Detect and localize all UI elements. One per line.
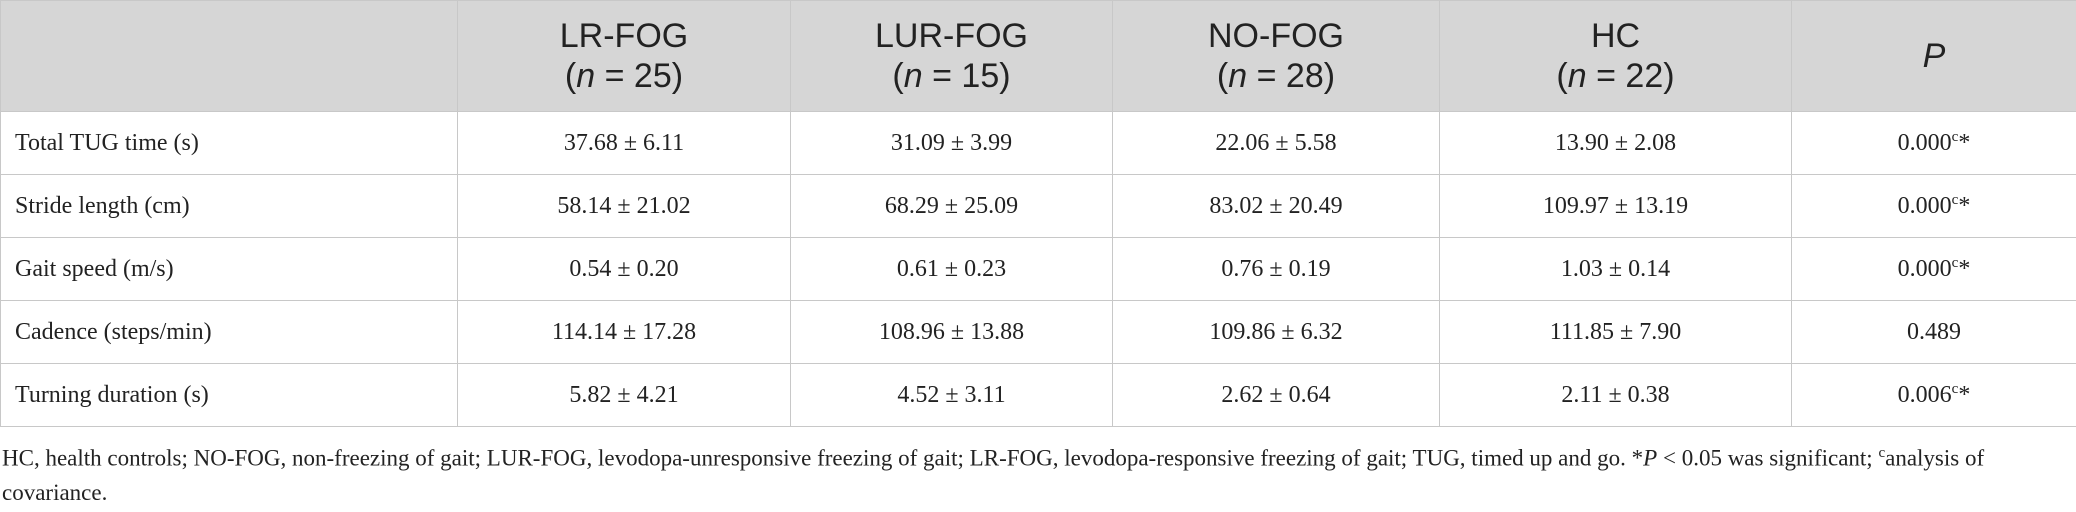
cell: 0.76 ± 0.19 (1112, 237, 1440, 301)
row-label: Stride length (cm) (0, 174, 458, 238)
table-row: Turning duration (s) 5.82 ± 4.21 4.52 ± 3.… (0, 363, 2076, 427)
cell: 0.54 ± 0.20 (457, 237, 791, 301)
footnote-text: P (1643, 445, 1658, 471)
cell: 109.97 ± 13.19 (1439, 174, 1792, 238)
cell: 31.09 ± 3.99 (790, 111, 1113, 175)
table-row: Stride length (cm) 58.14 ± 21.02 68.29 ± 2… (0, 174, 2076, 238)
row-label: Turning duration (s) (0, 363, 458, 427)
table-row: Gait speed (m/s) 0.54 ± 0.20 0.61 ± 0.23 0.… (0, 237, 2076, 301)
p-cell: 0.489 (1791, 300, 2076, 364)
footnote-text: * (1631, 445, 1644, 471)
group-size: (n = 25) (564, 57, 684, 95)
group-size: (n = 15) (892, 57, 1011, 95)
p-cell: 0.000c* (1791, 174, 2076, 238)
cell: 2.11 ± 0.38 (1439, 363, 1792, 427)
row-label: Total TUG time (s) (0, 111, 458, 175)
p-value: 0.000 (1897, 193, 1952, 219)
p-star: * (1958, 193, 1971, 219)
header-cell: HC (n = 22) (1439, 0, 1792, 112)
group-name: LR-FOG (559, 17, 689, 55)
p-note: c (1951, 381, 1959, 397)
cell: 83.02 ± 20.49 (1112, 174, 1440, 238)
p-value: 0.489 (1907, 318, 1961, 345)
header-cell: LR-FOG (n = 25) (457, 0, 791, 112)
p-cell: 0.000c* (1791, 237, 2076, 301)
cell: 0.61 ± 0.23 (790, 237, 1113, 301)
header-row: LR-FOG (n = 25) LUR-FOG (n = 15) NO-FOG (n = … (0, 0, 2076, 112)
p-star: * (1958, 130, 1971, 156)
row-label: Gait speed (m/s) (0, 237, 458, 301)
footnote-text: analysis of covariance. (2, 445, 1985, 505)
cell: 22.06 ± 5.58 (1112, 111, 1440, 175)
cell: 37.68 ± 6.11 (457, 111, 791, 175)
cell: 111.85 ± 7.90 (1439, 300, 1792, 364)
p-header: P (1791, 0, 2076, 112)
footnote-text: c (1878, 445, 1886, 461)
p-value: 0.000 (1897, 130, 1952, 156)
footnote-text: < 0.05 was significant; (1657, 445, 1879, 471)
cell: 13.90 ± 2.08 (1439, 111, 1792, 175)
cell: 5.82 ± 4.21 (457, 363, 791, 427)
table-row: Total TUG time (s) 37.68 ± 6.11 31.09 ± 3.… (0, 111, 2076, 175)
p-note: c (1951, 129, 1959, 145)
p-value: 0.000 (1897, 256, 1952, 282)
p-cell: 0.000c* (1791, 111, 2076, 175)
header-cell: NO-FOG (n = 28) (1112, 0, 1440, 112)
p-note: c (1951, 192, 1959, 208)
cell: 2.62 ± 0.64 (1112, 363, 1440, 427)
footnote: HC, health controls; NO-FOG, non-freezin… (2, 436, 2072, 510)
group-name: LUR-FOG (875, 17, 1028, 55)
p-value: 0.006 (1897, 382, 1952, 408)
table-row: Cadence (steps/min) 114.14 ± 17.28 108.96 … (0, 300, 2076, 364)
p-star: * (1958, 256, 1971, 282)
header-cell: LUR-FOG (n = 15) (790, 0, 1113, 112)
cell: 108.96 ± 13.88 (790, 300, 1113, 364)
data-table: LR-FOG (n = 25) LUR-FOG (n = 15) NO-FOG (n = … (0, 0, 2076, 427)
group-name: HC (1590, 17, 1641, 55)
group-name: NO-FOG (1208, 17, 1344, 55)
cell: 114.14 ± 17.28 (457, 300, 791, 364)
header-blank (0, 0, 458, 112)
p-cell: 0.006c* (1791, 363, 2076, 427)
p-star: * (1958, 382, 1971, 408)
group-size: (n = 22) (1556, 57, 1675, 95)
p-note: c (1951, 255, 1959, 271)
cell: 1.03 ± 0.14 (1439, 237, 1792, 301)
group-size: (n = 28) (1216, 57, 1336, 95)
footnote-text: HC, health controls; NO-FOG, non-freezin… (2, 445, 1632, 471)
cell: 58.14 ± 21.02 (457, 174, 791, 238)
table-body: Total TUG time (s) 37.68 ± 6.11 31.09 ± 3.… (0, 111, 2076, 427)
row-label: Cadence (steps/min) (0, 300, 458, 364)
cell: 68.29 ± 25.09 (790, 174, 1113, 238)
cell: 109.86 ± 6.32 (1112, 300, 1440, 364)
cell: 4.52 ± 3.11 (790, 363, 1113, 427)
